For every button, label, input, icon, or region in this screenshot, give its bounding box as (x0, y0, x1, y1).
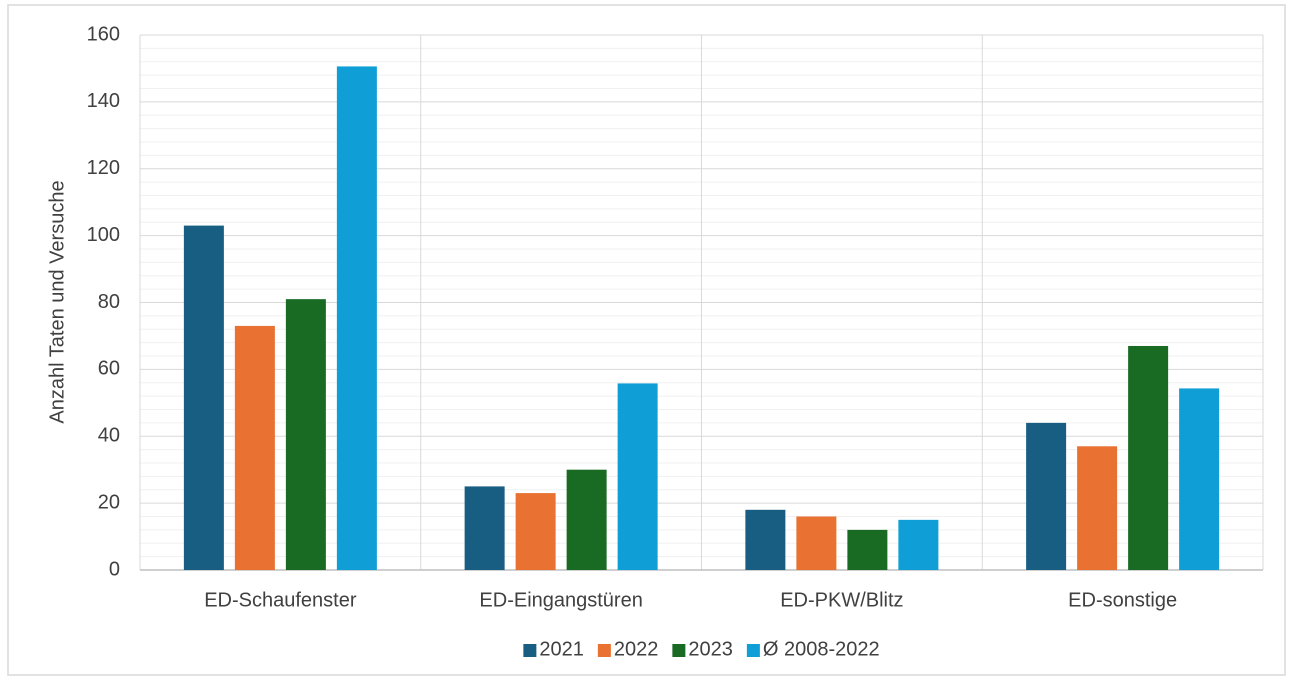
legend-swatch (597, 644, 611, 657)
bar (617, 383, 658, 570)
y-tick-label: 40 (98, 425, 120, 447)
legend-label: 2021 (539, 638, 584, 660)
bar (336, 66, 377, 571)
y-tick-label: 0 (109, 558, 120, 580)
x-tick-label: ED-Eingangstüren (479, 589, 642, 611)
bar (234, 325, 275, 570)
y-tick-label: 100 (87, 224, 120, 246)
bar (566, 469, 607, 570)
legend-swatch (746, 644, 760, 657)
bar (1128, 345, 1169, 570)
bar (847, 529, 888, 570)
legend-swatch (672, 644, 686, 657)
bar (745, 509, 786, 570)
legend-label: 2023 (688, 638, 733, 660)
bar (1179, 388, 1220, 570)
y-tick-label: 20 (98, 491, 120, 513)
legend-swatch (523, 644, 537, 657)
y-axis-label: Anzahl Taten und Versuche (46, 180, 68, 423)
bar (898, 519, 939, 570)
x-tick-label: ED-Schaufenster (204, 589, 357, 611)
x-tick-label: ED-PKW/Blitz (780, 589, 903, 611)
y-tick-label: 60 (98, 358, 120, 380)
y-tick-label: 140 (87, 90, 120, 112)
bar (796, 516, 837, 570)
bar (464, 486, 505, 570)
bar (1026, 422, 1067, 570)
bar (285, 299, 326, 570)
y-tick-label: 160 (87, 23, 120, 45)
bar (515, 493, 556, 570)
bar (1077, 446, 1118, 570)
y-tick-label: 120 (87, 157, 120, 179)
y-tick-label: 80 (98, 291, 120, 313)
bar (183, 225, 224, 570)
legend-label: 2022 (614, 638, 659, 660)
legend-label: Ø 2008-2022 (763, 638, 880, 660)
x-tick-label: ED-sonstige (1068, 589, 1177, 611)
